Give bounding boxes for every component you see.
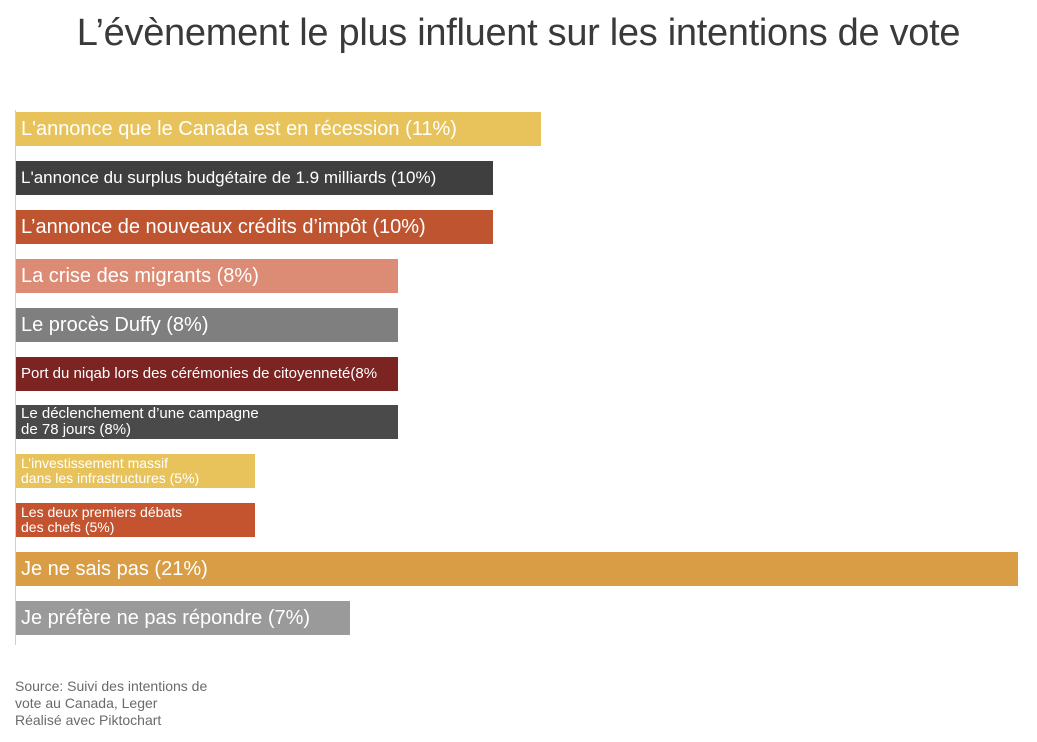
bar-label: Les deux premiers débats des chefs (5%) [21,504,183,535]
bar: Je ne sais pas (21%) [16,552,1018,586]
bar-label: Le déclenchement d’une campagne de 78 jo… [21,405,259,438]
bar: L'annonce que le Canada est en récession… [16,112,541,146]
bar: La crise des migrants (8%) [16,259,398,293]
bar-label: L’annonce de nouveaux crédits d’impôt (1… [21,215,426,238]
source-line: Réalisé avec Piktochart [15,712,162,728]
bar-label: Je ne sais pas (21%) [21,557,208,580]
bar: Le déclenchement d’une campagne de 78 jo… [16,405,398,439]
bar-label: La crise des migrants (8%) [21,264,259,287]
bar: Les deux premiers débats des chefs (5%) [16,503,255,537]
source-note: Source: Suivi des intentions de vote au … [15,678,207,729]
category-axis-line [15,110,16,645]
bar-label: L’investissement massif dans les infrast… [21,455,200,486]
bar: Je préfère ne pas répondre (7%) [16,601,350,635]
bar: Le procès Duffy (8%) [16,308,398,342]
bar-label: L'annonce du surplus budgétaire de 1.9 m… [21,168,437,188]
bar-label: L'annonce que le Canada est en récession… [21,117,457,140]
bar-label: Je préfère ne pas répondre (7%) [21,606,311,629]
source-line: vote au Canada, Leger [15,695,158,711]
bar: Port du niqab lors des cérémonies de cit… [16,357,398,391]
bar: L'annonce du surplus budgétaire de 1.9 m… [16,161,493,195]
bar: L’annonce de nouveaux crédits d’impôt (1… [16,210,493,244]
chart-title: L’évènement le plus influent sur les int… [76,12,961,54]
bar: L’investissement massif dans les infrast… [16,454,255,488]
bar-label: Le procès Duffy (8%) [21,313,209,336]
bar-label: Port du niqab lors des cérémonies de cit… [21,365,378,383]
source-line: Source: Suivi des intentions de [15,678,208,694]
